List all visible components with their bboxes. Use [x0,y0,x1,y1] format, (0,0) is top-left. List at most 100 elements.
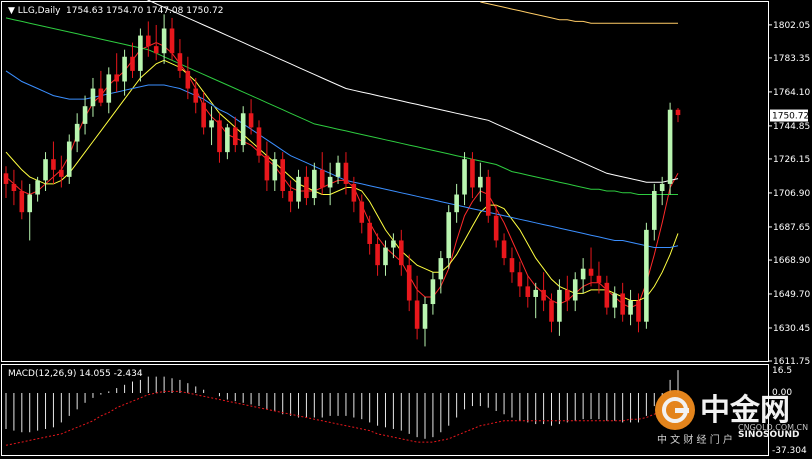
candle-body [501,240,507,259]
price-tick-label: 1744.85 [773,122,810,132]
candle [343,152,349,195]
candle [169,17,175,61]
candle [541,272,546,312]
candle [651,183,657,241]
candle [517,261,523,297]
candle [304,166,309,206]
candle [462,152,467,206]
candle-body [383,247,388,266]
candle-body [312,169,317,199]
candle-body [533,289,538,297]
candle [549,293,554,333]
candle-body [19,190,25,213]
candle [35,176,40,202]
candle [391,233,396,259]
candle-body [185,70,191,89]
candle [501,233,507,266]
candle [628,289,633,326]
price-tick-label: 1802.05 [773,21,810,31]
sinosound-text: SINOSOUND [738,430,799,440]
candle-body [122,56,127,82]
candle-body [177,53,183,71]
candle [248,99,254,135]
candle [43,152,48,191]
candle [525,275,531,308]
candle [193,77,199,114]
candle-body [169,28,175,54]
candle-body [193,88,199,103]
last-price-marker: 1750.72 [770,109,809,122]
candle [580,258,586,294]
price-axis: 1802.05 1783.35 1764.10 1744.85 1726.15 1706.… [768,21,810,367]
candle [74,113,80,153]
candle [232,116,238,153]
candle-body [146,35,151,47]
candle-body [588,268,594,276]
candle-body [359,201,365,223]
candle-body [11,183,17,191]
candle [644,222,649,329]
candle-body [438,258,444,280]
candle [493,205,499,248]
candle-body [580,268,586,280]
candle-body [280,159,286,191]
candle [256,120,262,163]
candle-body [541,289,546,301]
candle-body [454,194,459,213]
candle-body [667,109,673,184]
candle-body [398,240,404,266]
candle-body [272,159,278,181]
candle [201,92,206,135]
candle-body [248,113,254,128]
candle-body [209,120,214,128]
candle-body [319,169,325,188]
candle [383,240,388,276]
candle [438,251,444,294]
candle [375,233,380,276]
candle-body [82,106,88,124]
macd-tick-zero: 0.00 [772,388,792,398]
candle [414,275,420,340]
candle [114,53,119,93]
candle [19,180,25,220]
price-tick-label: 1764.10 [773,88,810,98]
candle [446,205,452,269]
candle-body [509,258,515,273]
candle-body [138,35,143,71]
candle-body [130,56,135,71]
price-tick-label: 1783.35 [773,54,810,64]
candle-body [74,123,80,142]
candle-body [35,180,40,195]
ohlc-readout: 1754.63 1754.70 1747.08 1750.72 [66,6,223,16]
candle [90,77,96,117]
macd-signal-line [5,390,679,446]
candle [272,152,278,191]
candle [604,275,610,315]
candle [565,275,570,312]
moving-average-lines [5,0,679,309]
candle [636,293,641,333]
ma250-line [480,1,678,24]
candle-body [565,289,570,301]
candle [327,162,333,206]
price-tick-label: 1706.90 [773,189,810,199]
candle [98,70,104,107]
ma10-line [5,59,679,301]
candle-body [161,28,167,54]
candle [59,155,64,188]
candle-body [351,183,357,202]
cngold-watermark: 中金网 中 文 财 经 门 户 SINOSOUND CNGOLD.COM.CN [655,390,808,446]
main-panel-frame [1,1,769,362]
candle-body [225,127,230,153]
candle-body [628,300,633,315]
candle-body [51,159,56,170]
candle [398,229,404,276]
candle-body [470,159,475,188]
candle [146,21,151,57]
macd-tick-max: 16.5 [772,366,792,376]
candle [11,169,17,206]
candle [27,183,33,241]
candle [659,176,665,206]
candle-body [572,279,578,301]
